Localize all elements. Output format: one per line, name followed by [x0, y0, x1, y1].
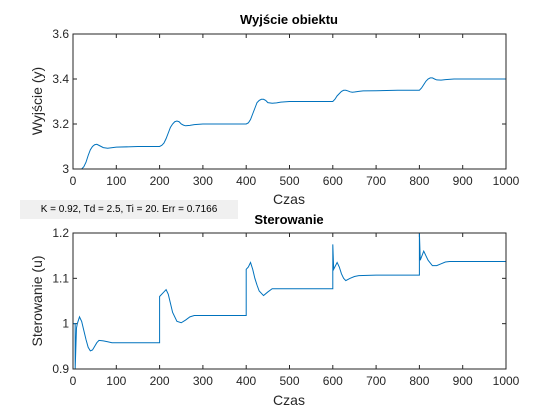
control-x-tick-label: 100 — [106, 374, 126, 388]
control-x-tick-label: 1000 — [493, 374, 520, 388]
control-x-tick-label: 400 — [236, 374, 256, 388]
output-x-tick-label: 700 — [366, 174, 386, 188]
control-x-tick-label: 700 — [366, 374, 386, 388]
output-y-tick-label: 3.6 — [52, 27, 69, 41]
output-chart-xlabel: Czas — [273, 191, 305, 207]
control-y-tick-label: 0.9 — [52, 362, 69, 376]
control-chart: Sterowanie 0 100 200 300 400 500 600 700 800 900 1… — [29, 212, 520, 408]
control-axes-box — [72, 232, 507, 370]
output-x-tick-label: 800 — [409, 174, 429, 188]
output-y-tick-label: 3.2 — [52, 117, 69, 131]
control-plot-area — [73, 233, 506, 369]
control-y-tick-label: 1.2 — [52, 226, 69, 240]
control-x-tick-label: 600 — [323, 374, 343, 388]
output-chart-title: Wyjście obiektu — [240, 12, 338, 27]
output-x-tick-label: 1000 — [493, 174, 520, 188]
output-x-tick-label: 0 — [70, 174, 77, 188]
control-x-tick-label: 800 — [409, 374, 429, 388]
output-chart-ylabel: Wyjście (y) — [29, 67, 45, 135]
output-chart: Wyjście obiektu 0 100 200 300 400 500 600 700 80… — [29, 12, 520, 207]
control-x-tick-label: 900 — [453, 374, 473, 388]
output-y-tick-label: 3.4 — [52, 72, 69, 86]
output-y-tick-label: 3 — [62, 162, 69, 176]
output-x-tick-label: 400 — [236, 174, 256, 188]
output-series-line — [81, 77, 506, 169]
parameters-annotation: K = 0.92, Td = 2.5, Ti = 20. Err = 0.716… — [20, 200, 238, 219]
output-x-tick-label: 100 — [106, 174, 126, 188]
control-chart-ylabel: Sterowanie (u) — [29, 255, 45, 346]
control-x-tick-label: 200 — [150, 374, 170, 388]
control-x-tick-label: 300 — [193, 374, 213, 388]
control-y-tick-label: 1 — [62, 317, 69, 331]
output-x-tick-label: 300 — [193, 174, 213, 188]
control-x-tick-label: 500 — [279, 374, 299, 388]
control-chart-xlabel: Czas — [273, 392, 305, 408]
control-series-line — [73, 233, 506, 369]
control-y-tick-label: 1.1 — [52, 271, 69, 285]
output-x-tick-label: 900 — [453, 174, 473, 188]
control-series-group — [73, 233, 506, 369]
control-tick-labels: 0 100 200 300 400 500 600 700 800 900 1000 0.9 1 1.1 1… — [52, 226, 519, 388]
control-x-tick-label: 0 — [70, 374, 77, 388]
output-axes-box — [72, 33, 507, 170]
control-chart-title: Sterowanie — [254, 212, 323, 227]
output-x-tick-label: 500 — [279, 174, 299, 188]
output-x-tick-label: 200 — [150, 174, 170, 188]
output-x-tick-label: 600 — [323, 174, 343, 188]
output-series-group — [81, 77, 506, 169]
output-tick-labels: 0 100 200 300 400 500 600 700 800 900 1000 3 3.2 3.4 3… — [52, 27, 519, 188]
